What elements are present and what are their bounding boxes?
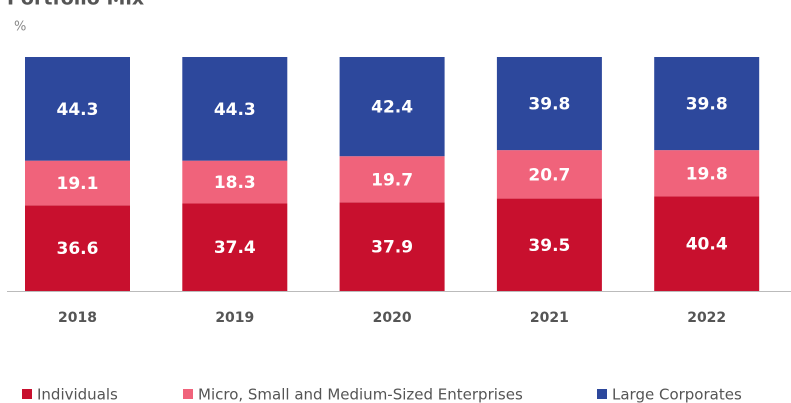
bar-segment <box>25 160 130 206</box>
data-label: 39.8 <box>686 95 728 115</box>
data-label: 39.8 <box>528 95 570 115</box>
bar-segment <box>654 196 760 291</box>
chart-subtitle: % <box>14 20 26 35</box>
x-tick-label: 2018 <box>58 310 97 326</box>
data-label: 19.8 <box>686 164 728 184</box>
bar-segment <box>496 57 602 151</box>
legend-label: Micro, Small and Medium-Sized Enterprise… <box>198 386 523 403</box>
bar-segment <box>339 156 445 203</box>
bar-segment <box>182 203 288 291</box>
data-label: 44.3 <box>57 100 99 120</box>
chart-title: Portfolio Mix <box>7 0 144 10</box>
x-tick-label: 2020 <box>373 310 412 326</box>
data-label: 18.3 <box>214 173 256 193</box>
legend-swatch <box>22 389 32 399</box>
data-label: 44.3 <box>214 100 256 120</box>
data-label: 37.9 <box>371 238 413 258</box>
bar-segment <box>182 57 288 161</box>
bar-segment <box>654 57 760 151</box>
data-label: 40.4 <box>686 235 728 255</box>
data-label: 36.6 <box>57 239 99 259</box>
data-label: 20.7 <box>528 165 570 185</box>
data-label: 19.7 <box>371 170 413 190</box>
legend-label: Individuals <box>37 386 118 403</box>
legend-swatch <box>183 389 193 399</box>
bar-segment <box>654 150 760 197</box>
data-label: 39.5 <box>528 236 570 256</box>
legend-label: Large Corporates <box>612 386 742 403</box>
bar-segment <box>496 150 602 199</box>
bar-segment <box>25 57 130 161</box>
bar-segment <box>25 205 130 291</box>
bar-segment <box>339 202 445 291</box>
bar-segment <box>339 57 445 157</box>
x-tick-label: 2022 <box>687 310 726 326</box>
bar-segment <box>182 160 288 204</box>
data-label: 37.4 <box>214 238 256 258</box>
data-label: 19.1 <box>57 174 99 194</box>
data-label: 42.4 <box>371 98 413 118</box>
bar-segment <box>496 198 602 291</box>
x-tick-label: 2021 <box>530 310 569 326</box>
x-tick-label: 2019 <box>215 310 254 326</box>
legend-swatch <box>597 389 607 399</box>
